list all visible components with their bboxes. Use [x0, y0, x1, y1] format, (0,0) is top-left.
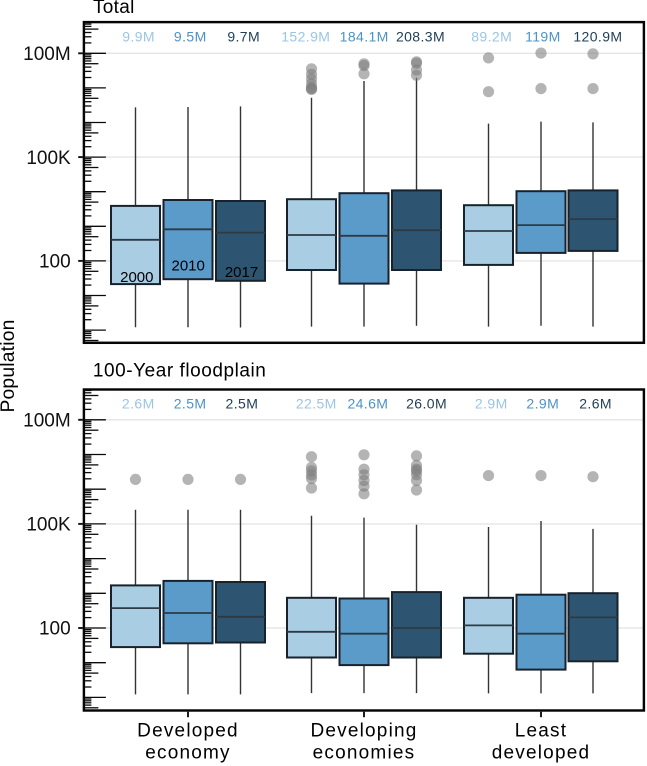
svg-text:economies: economies [313, 742, 416, 763]
svg-text:100M: 100M [23, 44, 71, 65]
svg-text:Total: Total [93, 0, 135, 18]
svg-text:2.9M: 2.9M [526, 396, 559, 412]
svg-text:100K: 100K [26, 515, 71, 536]
svg-text:100K: 100K [26, 148, 71, 169]
svg-text:120.9M: 120.9M [573, 29, 622, 45]
svg-text:100-Year floodplain: 100-Year floodplain [93, 360, 267, 381]
svg-text:2.6M: 2.6M [579, 396, 612, 412]
svg-text:26.0M: 26.0M [406, 396, 447, 412]
svg-text:119M: 119M [525, 29, 561, 45]
svg-text:208.3M: 208.3M [396, 29, 445, 45]
svg-text:2.5M: 2.5M [174, 396, 207, 412]
svg-text:9.9M: 9.9M [122, 29, 155, 45]
svg-text:Developing: Developing [310, 720, 417, 741]
svg-text:152.9M: 152.9M [281, 29, 330, 45]
svg-text:2.6M: 2.6M [122, 396, 155, 412]
svg-text:Population: Population [0, 319, 19, 412]
svg-text:2.9M: 2.9M [475, 396, 508, 412]
svg-text:100: 100 [39, 252, 71, 273]
svg-text:9.5M: 9.5M [174, 29, 207, 45]
svg-text:24.6M: 24.6M [347, 396, 388, 412]
svg-text:2000: 2000 [120, 269, 153, 286]
svg-text:Developed: Developed [137, 720, 239, 741]
svg-text:2.5M: 2.5M [226, 396, 259, 412]
svg-text:developed: developed [492, 742, 591, 763]
svg-text:2017: 2017 [225, 264, 258, 281]
svg-text:100M: 100M [23, 411, 71, 432]
svg-text:2010: 2010 [172, 258, 205, 275]
svg-text:100: 100 [39, 619, 71, 640]
svg-text:22.5M: 22.5M [296, 396, 337, 412]
svg-text:9.7M: 9.7M [227, 29, 260, 45]
svg-text:89.2M: 89.2M [471, 29, 512, 45]
svg-text:Least: Least [515, 720, 567, 741]
svg-text:economy: economy [145, 742, 231, 763]
svg-text:184.1M: 184.1M [340, 29, 389, 45]
